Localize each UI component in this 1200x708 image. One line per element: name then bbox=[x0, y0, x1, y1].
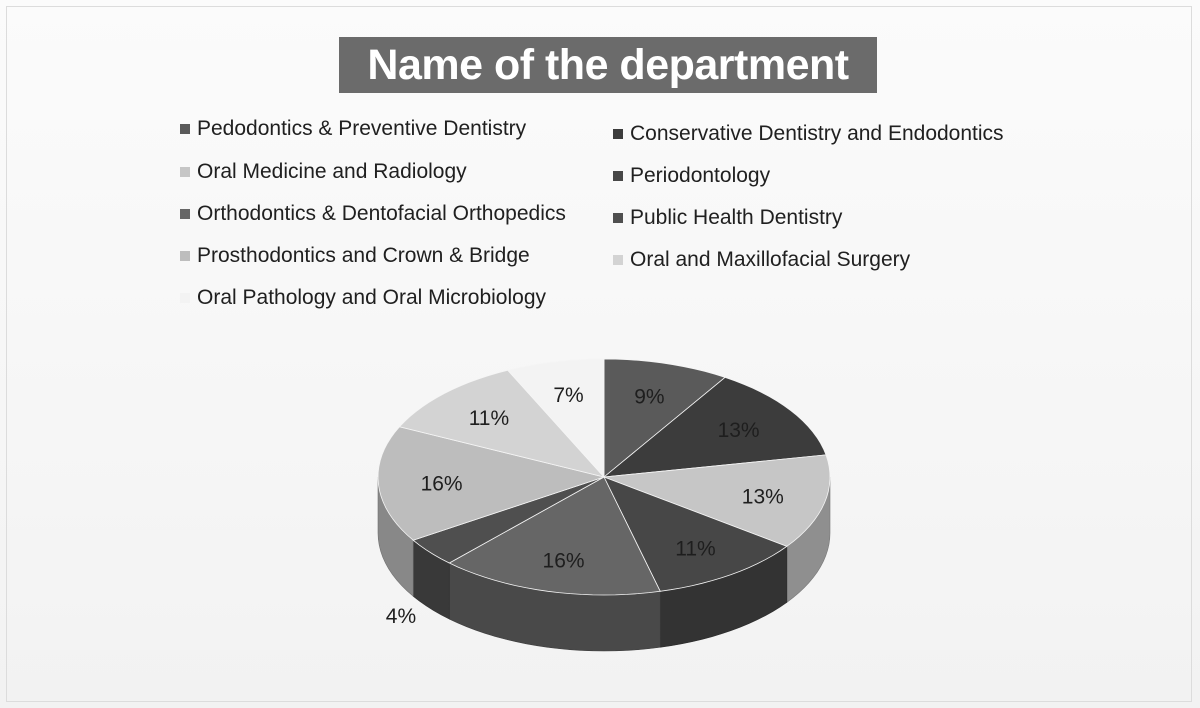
data-label: 16% bbox=[543, 549, 585, 572]
legend-item: Pedodontics & Preventive Dentistry bbox=[180, 116, 526, 142]
legend-label: Pedodontics & Preventive Dentistry bbox=[197, 117, 527, 140]
data-label: 13% bbox=[742, 486, 784, 509]
legend-swatch bbox=[180, 167, 190, 177]
data-label: 11% bbox=[675, 537, 715, 560]
legend-label: Conservative Dentistry and Endodontics bbox=[630, 122, 1004, 145]
legend-label: Periodontology bbox=[630, 164, 771, 187]
legend-item: Orthodontics & Dentofacial Orthopedics bbox=[180, 201, 566, 227]
legend-swatch bbox=[613, 171, 623, 181]
legend-swatch bbox=[613, 255, 623, 265]
legend-label: Prosthodontics and Crown & Bridge bbox=[197, 244, 530, 267]
pie-slice bbox=[603, 476, 788, 592]
pie-slice bbox=[412, 476, 605, 564]
legend-swatch bbox=[180, 293, 190, 303]
legend-item: Public Health Dentistry bbox=[613, 205, 842, 231]
legend-swatch bbox=[180, 251, 190, 261]
legend-item: Oral and Maxillofacial Surgery bbox=[613, 247, 910, 273]
pie-slice bbox=[507, 358, 605, 479]
legend-item: Oral Pathology and Oral Microbiology bbox=[180, 285, 546, 311]
legend-label: Oral Pathology and Oral Microbiology bbox=[197, 286, 547, 309]
legend-swatch bbox=[613, 129, 623, 139]
slide-frame bbox=[6, 6, 1192, 702]
data-label: 11% bbox=[469, 407, 509, 430]
legend-item: Prosthodontics and Crown & Bridge bbox=[180, 243, 530, 269]
data-label: 4% bbox=[386, 605, 416, 628]
legend-label: Oral and Maxillofacial Surgery bbox=[630, 248, 911, 271]
pie-slice bbox=[603, 358, 726, 478]
pie-slice bbox=[448, 476, 661, 596]
legend-swatch bbox=[180, 209, 190, 219]
chart-title: Name of the department bbox=[339, 37, 877, 93]
pie-slice bbox=[603, 454, 831, 547]
data-label: 16% bbox=[421, 472, 463, 495]
legend-label: Oral Medicine and Radiology bbox=[197, 160, 467, 183]
legend-label: Public Health Dentistry bbox=[630, 206, 843, 229]
legend-swatch bbox=[613, 213, 623, 223]
legend-item: Conservative Dentistry and Endodontics bbox=[613, 121, 1004, 147]
pie-slice bbox=[602, 376, 827, 478]
data-label: 9% bbox=[634, 385, 664, 408]
data-label: 13% bbox=[718, 419, 760, 442]
data-label: 7% bbox=[553, 384, 583, 407]
legend-swatch bbox=[180, 124, 190, 134]
legend: Pedodontics & Preventive Dentistry Conse… bbox=[180, 116, 1080, 316]
legend-item: Periodontology bbox=[613, 163, 770, 189]
legend-item: Oral Medicine and Radiology bbox=[180, 159, 467, 185]
pie-slice bbox=[377, 426, 606, 541]
pie-slice bbox=[398, 369, 606, 478]
legend-label: Orthodontics & Dentofacial Orthopedics bbox=[197, 202, 566, 225]
